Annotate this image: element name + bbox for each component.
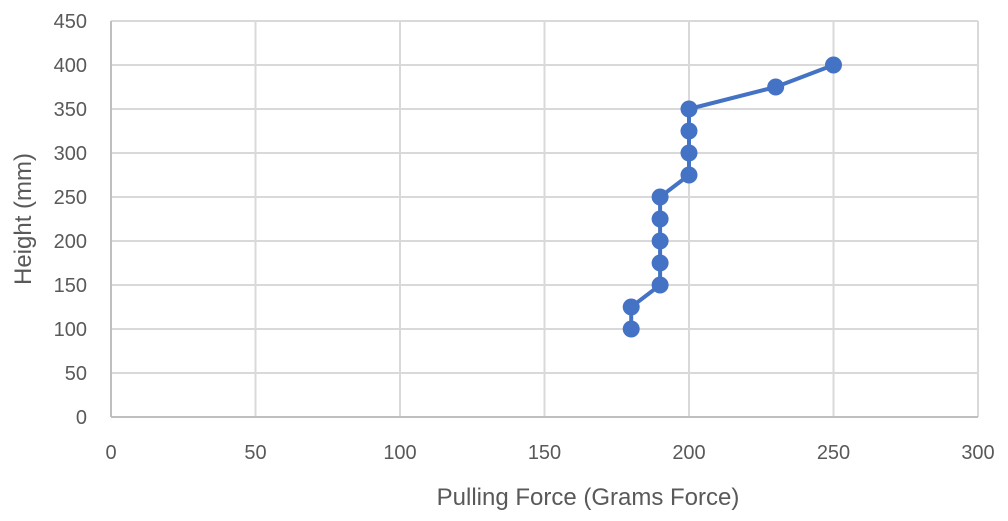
- data-point: [680, 122, 698, 140]
- data-point: [622, 320, 640, 338]
- data-point: [651, 210, 669, 228]
- y-tick-label: 0: [76, 407, 87, 429]
- series-layer: [622, 56, 842, 338]
- y-axis-title: Height (mm): [10, 153, 37, 285]
- data-point: [680, 166, 698, 184]
- axes: [110, 21, 978, 418]
- data-point: [622, 298, 640, 316]
- x-tick-label: 0: [105, 442, 116, 464]
- x-tick-label: 300: [961, 442, 994, 464]
- x-axis-title: Pulling Force (Grams Force): [437, 484, 740, 511]
- x-tick-label: 150: [528, 442, 561, 464]
- y-tick-label: 200: [54, 231, 87, 253]
- y-tick-label: 50: [65, 363, 87, 385]
- x-tick-label: 100: [383, 442, 416, 464]
- y-tick-label: 400: [54, 55, 87, 77]
- x-tick-label: 50: [244, 442, 266, 464]
- x-tick-label: 200: [672, 442, 705, 464]
- grid: [111, 20, 979, 417]
- y-tick-label: 300: [54, 143, 87, 165]
- data-point: [651, 232, 669, 250]
- y-tick-label: 100: [54, 319, 87, 341]
- y-tick-label: 250: [54, 187, 87, 209]
- y-tick-label: 150: [54, 275, 87, 297]
- y-tick-label: 450: [54, 11, 87, 33]
- labels: 0 50 100 150 200 250 300 350 400 450 0 50 100 150 200 2…: [54, 11, 995, 464]
- data-point: [651, 254, 669, 272]
- data-point: [651, 188, 669, 206]
- data-point: [651, 276, 669, 294]
- data-point: [767, 78, 785, 96]
- data-point: [680, 100, 698, 118]
- x-tick-label: 250: [817, 442, 850, 464]
- data-point: [825, 56, 842, 74]
- y-tick-label: 350: [54, 99, 87, 121]
- data-point: [680, 144, 698, 162]
